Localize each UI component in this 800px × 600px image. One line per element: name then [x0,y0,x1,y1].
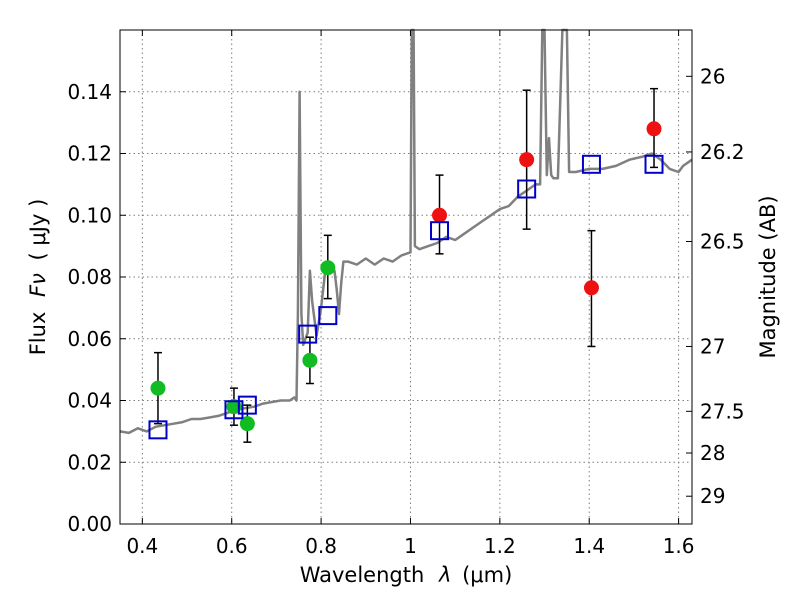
model-square-point [237,395,257,415]
green-data-point [302,352,318,368]
y-axis-label-text: Flux [26,312,50,356]
x-axis-label: Wavelength λ (μm) [300,563,513,587]
y-tick-label: 0.06 [67,327,112,351]
green-data-point [150,380,166,396]
model-square-point [224,400,244,420]
x-tick-label: 1.4 [573,534,605,558]
template-spectrum [119,28,693,435]
y2-tick-label: 26 [700,64,725,88]
red-data-point [583,280,599,296]
y-axis-label-symbol: Fν [26,273,50,297]
x-axis-label-symbol: λ [438,563,451,587]
red-data-point [519,152,535,168]
model-square-point [148,420,168,440]
y2-axis-label: Magnitude (AB) [756,195,780,358]
y2-tick-label: 28 [700,441,725,465]
model-square-point [581,154,601,174]
x-axis-ticks: 0.4 0.6 0.8 1 1.2 1.4 1.6 [126,30,695,558]
y2-tick-label: 26.2 [700,140,745,164]
y2-tick-label: 26.5 [700,229,745,253]
y-tick-label: 0.08 [67,265,112,289]
grid [120,30,692,524]
x-tick-label: 1.6 [663,534,695,558]
template-spectrum-line [119,28,693,435]
y-tick-label: 0.02 [67,450,112,474]
model-square-point [644,154,664,174]
y2-tick-label: 27.5 [700,399,745,423]
y-tick-label: 0.00 [67,512,112,536]
y-axis-label-unit: ( μJy ) [26,199,50,261]
y-tick-label: 0.12 [67,142,112,166]
model-square-point [318,306,338,326]
y-axis-ticks: 0.00 0.02 0.04 0.06 0.08 0.10 0.12 0.14 [67,80,126,536]
red-data-point [432,207,448,223]
model-square-point [430,221,450,241]
y2-tick-label: 29 [700,484,725,508]
y-tick-label: 0.10 [67,203,112,227]
x-axis-label-unit: (μm) [462,563,512,587]
x-axis-label-text: Wavelength [300,563,425,587]
y-tick-label: 0.04 [67,389,112,413]
y2-axis-ticks: 26 26.2 26.5 27 27.5 28 29 [686,64,745,508]
model-square-point [517,179,537,199]
red-data-point [646,121,662,137]
green-data-point [320,260,336,276]
data-points [150,121,662,432]
y-tick-label: 0.14 [67,80,112,104]
green-data-point [226,399,242,415]
y-axis-label: Flux Fν ( μJy ) [26,199,50,356]
x-tick-label: 1.2 [484,534,516,558]
model-square-point [298,324,318,344]
x-tick-label: 0.6 [216,534,248,558]
error-bars [153,87,659,443]
x-tick-label: 0.4 [126,534,158,558]
y2-tick-label: 27 [700,334,725,358]
x-tick-label: 0.8 [305,534,337,558]
model-points [148,154,664,440]
x-tick-label: 1 [404,534,417,558]
green-data-point [239,416,255,432]
